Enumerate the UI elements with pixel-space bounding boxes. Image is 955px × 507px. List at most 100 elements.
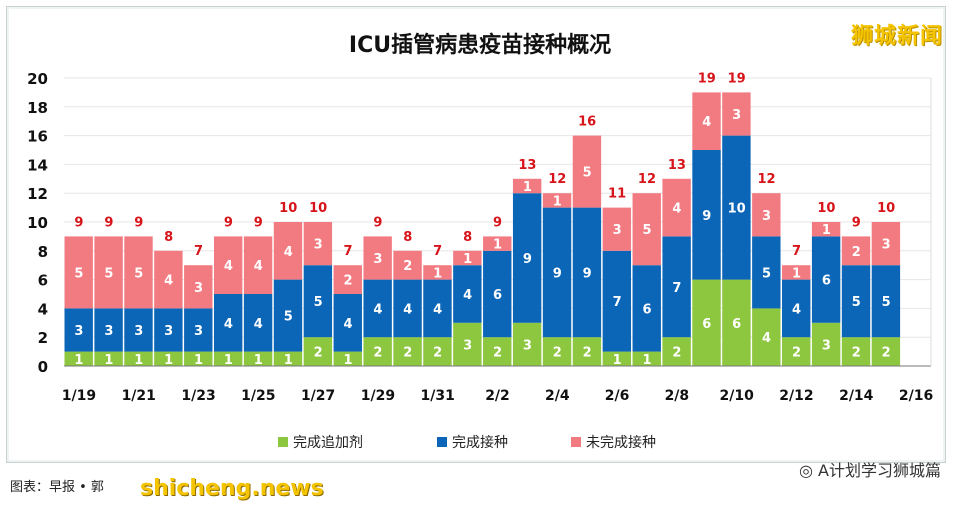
bar-segment-1	[542, 207, 572, 338]
bar-segment-2	[303, 222, 333, 266]
bar-total-label: 9	[254, 215, 263, 230]
bar-total-label: 19	[698, 71, 716, 86]
bar-segment-0	[512, 322, 542, 366]
bar-value-label: 5	[314, 295, 323, 310]
bar-segment-1	[662, 236, 691, 338]
bar-segment-1	[363, 279, 392, 338]
bar-segment-1	[752, 236, 781, 309]
bar-segment-1	[303, 265, 333, 338]
bar-value-label: 4	[224, 317, 233, 332]
legend-label: 未完成接种	[586, 434, 656, 451]
bar-segment-1	[213, 294, 243, 352]
bar-value-label: 1	[284, 353, 293, 368]
bar-value-label: 6	[702, 317, 711, 332]
bar-value-label: 3	[164, 324, 173, 339]
bar-segment-2	[94, 236, 123, 309]
y-tick-label: 16	[27, 128, 48, 146]
bar-segment-2	[213, 236, 243, 294]
bar-total-label: 9	[493, 215, 502, 230]
bar-segment-1	[871, 265, 901, 338]
bar-segment-1	[841, 265, 871, 338]
bar-value-label: 9	[702, 209, 711, 224]
x-tick-label: 2/6	[605, 388, 630, 404]
bar-segment-0	[333, 351, 362, 366]
bar-value-label: 6	[732, 317, 741, 332]
bar-segment-1	[184, 308, 213, 352]
bar-value-label: 5	[642, 223, 651, 238]
x-tick-label: 2/16	[899, 388, 933, 404]
x-tick-label: 2/8	[665, 388, 690, 404]
bar-segment-0	[303, 337, 333, 366]
bar-value-label: 1	[134, 353, 143, 368]
bar-total-label: 16	[578, 115, 596, 130]
bar-segment-0	[124, 351, 153, 366]
bar-value-label: 6	[642, 302, 651, 317]
bar-total-label: 10	[279, 201, 297, 216]
bar-total-label: 9	[373, 215, 382, 230]
bar-value-label: 3	[882, 238, 891, 253]
bar-total-label: 19	[728, 71, 746, 86]
bar-value-label: 9	[553, 266, 562, 281]
wechat-account: ◎ A计划学习狮城篇	[799, 461, 941, 480]
bar-segment-0	[154, 351, 183, 366]
bar-value-label: 4	[463, 288, 472, 303]
x-tick-label: 1/23	[181, 388, 215, 404]
bar-total-label: 10	[877, 201, 895, 216]
y-tick-label: 6	[38, 272, 48, 290]
y-tick-label: 18	[27, 99, 48, 117]
bar-value-label: 2	[373, 346, 382, 361]
bar-value-label: 2	[672, 346, 681, 361]
bar-value-label: 4	[343, 317, 352, 332]
legend-swatch	[571, 437, 581, 447]
legend-label: 完成追加剂	[293, 435, 363, 451]
bar-value-label: 5	[583, 166, 592, 181]
bar-value-label: 4	[254, 317, 263, 332]
bar-value-label: 3	[194, 281, 203, 296]
bar-segment-0	[273, 351, 303, 366]
bar-value-label: 1	[493, 238, 502, 253]
legend-swatch	[278, 437, 288, 447]
bar-segment-2	[124, 236, 153, 309]
bar-value-label: 3	[104, 324, 113, 339]
bar-value-label: 2	[314, 346, 323, 361]
bar-total-label: 12	[638, 172, 656, 187]
bar-value-label: 2	[403, 259, 412, 274]
bar-segment-0	[841, 337, 871, 366]
bar-value-label: 3	[463, 338, 472, 353]
bar-value-label: 1	[433, 266, 442, 281]
bar-segment-2	[154, 250, 183, 309]
bar-segment-0	[662, 337, 691, 366]
bar-segment-0	[393, 337, 422, 366]
bar-value-label: 4	[284, 245, 293, 260]
bar-value-label: 2	[403, 346, 412, 361]
bar-value-label: 4	[164, 274, 173, 289]
bar-segment-0	[483, 337, 512, 366]
bar-value-label: 4	[792, 302, 801, 317]
bar-total-label: 8	[463, 230, 472, 245]
bar-value-label: 1	[74, 353, 83, 368]
bar-segment-0	[632, 351, 661, 366]
bar-value-label: 9	[583, 266, 592, 281]
x-tick-label: 1/31	[421, 388, 455, 404]
bar-total-label: 9	[74, 215, 83, 230]
y-tick-label: 10	[27, 214, 48, 232]
bar-segment-2	[871, 222, 901, 266]
bar-value-label: 6	[822, 274, 831, 289]
bar-segment-2	[483, 236, 512, 251]
bar-value-label: 2	[852, 245, 861, 260]
bar-segment-2	[722, 92, 751, 136]
bar-total-label: 10	[309, 201, 327, 216]
bar-segment-2	[363, 236, 392, 280]
bar-segment-2	[811, 222, 841, 237]
bar-total-label: 7	[194, 244, 203, 259]
bar-segment-2	[572, 135, 602, 208]
bar-segment-1	[333, 294, 362, 352]
bar-segment-0	[64, 351, 93, 366]
bar-segment-0	[423, 337, 452, 366]
bar-value-label: 1	[343, 353, 352, 368]
bar-segment-1	[154, 308, 183, 352]
bar-total-label: 7	[792, 244, 801, 259]
bar-total-label: 8	[164, 230, 173, 245]
bar-value-label: 7	[613, 295, 622, 310]
